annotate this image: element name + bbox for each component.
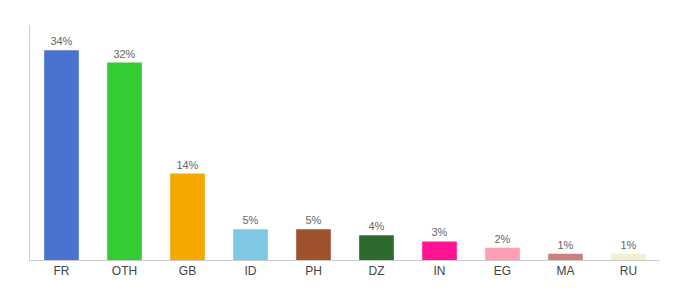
svg-text:5%: 5% [242,214,258,226]
svg-text:1%: 1% [620,239,636,251]
svg-text:EG: EG [494,264,511,278]
svg-text:2%: 2% [494,233,510,245]
svg-text:14%: 14% [176,159,198,171]
svg-text:1%: 1% [557,239,573,251]
svg-text:OTH: OTH [112,264,137,278]
svg-text:PH: PH [305,264,322,278]
svg-text:34%: 34% [50,35,72,47]
svg-text:32%: 32% [113,48,135,60]
svg-text:GB: GB [179,264,196,278]
svg-text:4%: 4% [368,220,384,232]
svg-text:RU: RU [620,264,637,278]
svg-text:ID: ID [245,264,257,278]
svg-text:DZ: DZ [369,264,385,278]
svg-text:IN: IN [434,264,446,278]
svg-text:FR: FR [54,264,70,278]
svg-text:5%: 5% [305,214,321,226]
svg-text:MA: MA [557,264,575,278]
svg-text:3%: 3% [431,226,447,238]
